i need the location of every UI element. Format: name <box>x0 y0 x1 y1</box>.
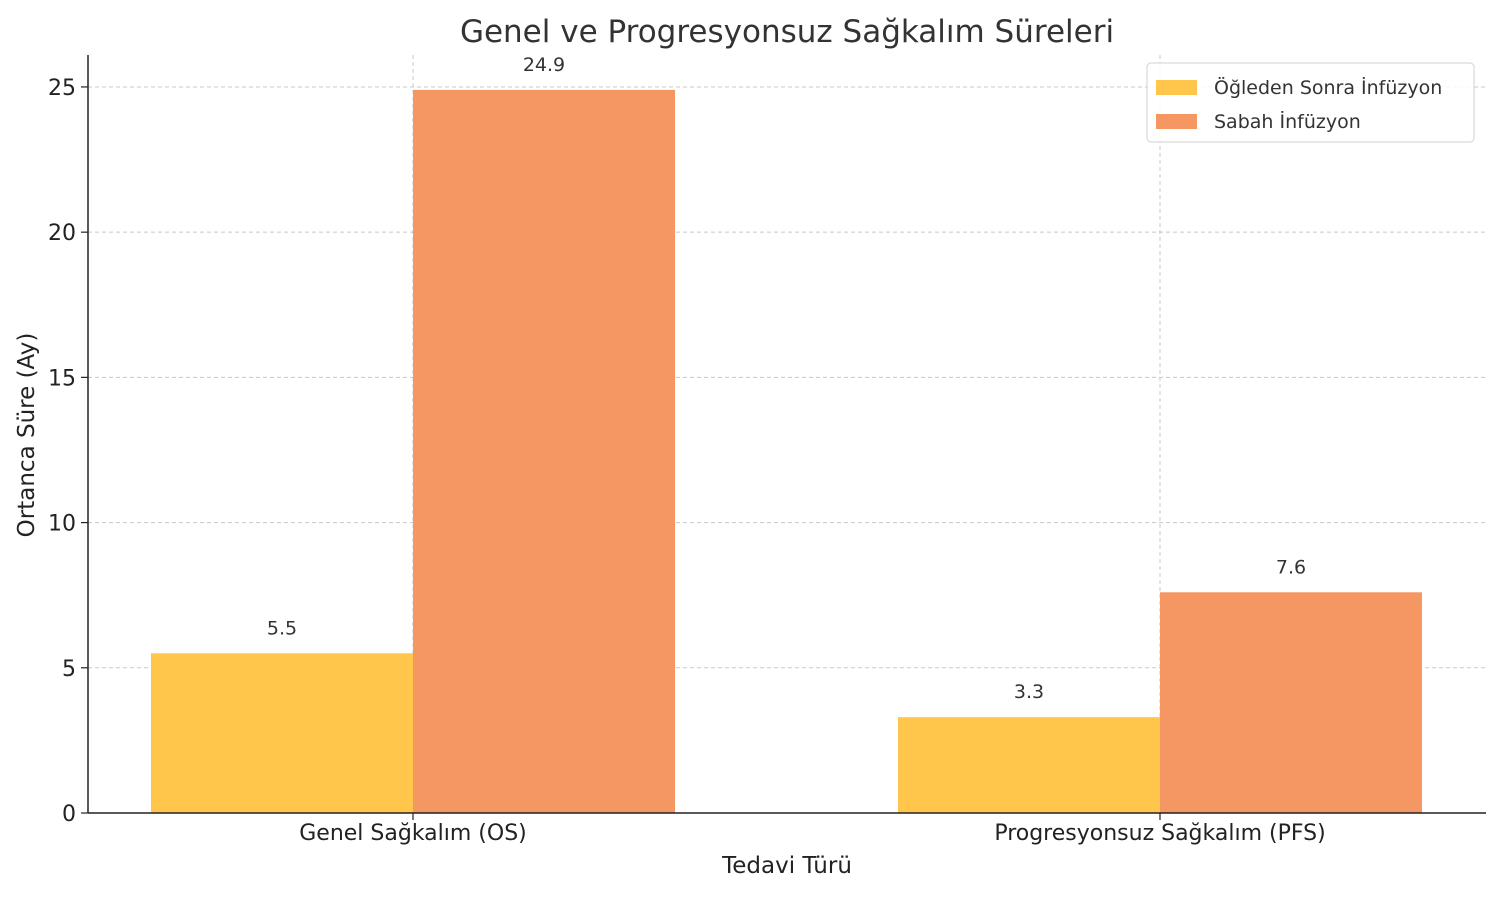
y-tick-label: 15 <box>48 366 76 391</box>
data-label: 3.3 <box>1014 681 1044 703</box>
y-tick-label: 0 <box>62 802 76 827</box>
legend-swatch <box>1156 80 1197 95</box>
y-axis-label: Ortanca Süre (Ay) <box>14 333 40 538</box>
y-tick-label: 5 <box>62 657 76 682</box>
bar <box>413 89 675 813</box>
bar <box>151 653 413 813</box>
y-tick-label: 25 <box>48 76 76 101</box>
data-label: 5.5 <box>267 617 297 639</box>
axes: 0 5 10 15 20 25 Genel Sağkalım (OS) Progresyons… <box>48 55 1486 846</box>
x-tick-label: Genel Sağkalım (OS) <box>299 821 527 846</box>
legend: Öğleden Sonra İnfüzyon Sabah İnfüzyon <box>1146 62 1475 143</box>
bar <box>1160 592 1422 813</box>
bar <box>898 717 1160 813</box>
legend-label: Öğleden Sonra İnfüzyon <box>1214 76 1442 99</box>
x-tick-label: Progresyonsuz Sağkalım (PFS) <box>994 821 1325 846</box>
chart-title: Genel ve Progresyonsuz Sağkalım Süreleri <box>460 14 1114 50</box>
bars <box>151 89 1422 813</box>
y-tick-label: 20 <box>48 221 76 246</box>
data-label: 7.6 <box>1276 556 1306 578</box>
y-tick-label: 10 <box>48 512 76 537</box>
data-labels: 5.5 3.3 24.9 7.6 <box>267 54 1306 703</box>
data-label: 24.9 <box>523 54 565 76</box>
x-axis-label: Tedavi Türü <box>721 853 852 879</box>
legend-swatch <box>1156 114 1197 129</box>
legend-label: Sabah İnfüzyon <box>1214 110 1361 133</box>
legend-box <box>1146 62 1475 143</box>
